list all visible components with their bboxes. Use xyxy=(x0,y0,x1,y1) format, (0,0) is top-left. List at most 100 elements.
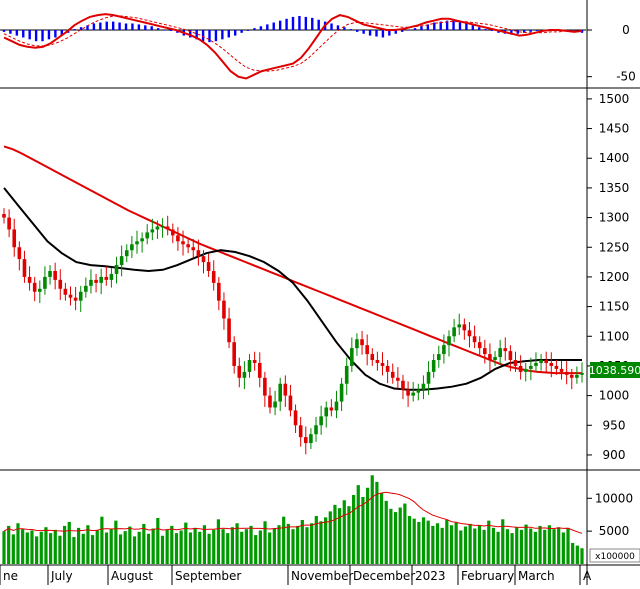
macd-histogram-bar xyxy=(458,21,462,30)
volume-bar xyxy=(100,516,104,564)
candle-body xyxy=(477,342,482,349)
x-axis-label: July xyxy=(50,569,73,583)
candle-body xyxy=(263,377,267,396)
candle-body xyxy=(380,362,385,366)
macd-histogram-bar xyxy=(407,30,410,31)
candle-body xyxy=(365,345,369,355)
volume-bar xyxy=(72,537,76,564)
volume-bar xyxy=(67,521,71,564)
candle-body xyxy=(488,354,492,360)
volume-bar xyxy=(202,525,207,564)
macd-histogram-bar xyxy=(246,30,250,31)
candle-body xyxy=(508,351,513,360)
macd-histogram-bar xyxy=(131,23,134,30)
macd-histogram-bar xyxy=(240,30,243,33)
volume-bar xyxy=(547,525,551,564)
last-price-tag: 1038.590 xyxy=(589,362,640,378)
candle-body xyxy=(518,365,523,372)
volume-bar xyxy=(216,519,221,564)
volume-bar xyxy=(445,519,449,564)
price-y-tick-label: 1000 xyxy=(599,389,630,403)
volume-y-tick-label: 10000 xyxy=(595,491,633,505)
volume-bar xyxy=(533,531,537,564)
volume-bar xyxy=(389,508,393,564)
candle-body xyxy=(421,383,426,390)
candle-body xyxy=(257,362,262,378)
candle-body xyxy=(431,360,436,372)
macd-histogram-bar xyxy=(317,19,320,30)
candle-body xyxy=(539,360,543,363)
volume-bar xyxy=(21,529,25,564)
candle-body xyxy=(32,282,37,292)
candle-body xyxy=(534,362,538,366)
macd-histogram-bar xyxy=(47,30,51,40)
macd-histogram-bar xyxy=(227,30,230,38)
candle-body xyxy=(452,327,456,337)
macd-histogram-bar xyxy=(22,30,25,38)
candle-body xyxy=(119,256,124,266)
candle-body xyxy=(145,232,150,239)
candle-body xyxy=(38,288,42,292)
volume-bar xyxy=(235,523,239,564)
macd-histogram-bar xyxy=(349,29,352,30)
volume-bar xyxy=(449,525,454,564)
volume-bar xyxy=(90,535,95,564)
candle-body xyxy=(493,357,497,360)
macd-histogram-bar xyxy=(60,30,63,36)
macd-histogram-bar xyxy=(9,30,12,34)
volume-bar xyxy=(338,508,342,564)
candle-body xyxy=(472,336,477,343)
macd-histogram-bar xyxy=(362,30,365,34)
volume-bar xyxy=(58,535,62,564)
volume-bar xyxy=(566,527,570,564)
macd-histogram-bar xyxy=(272,22,275,30)
candle-body xyxy=(165,226,170,230)
candle-body xyxy=(94,279,98,283)
candle-body xyxy=(211,270,216,283)
candle-body xyxy=(319,416,323,426)
macd-histogram-bar xyxy=(259,26,263,30)
candle-body xyxy=(201,256,206,263)
macd-histogram-bar xyxy=(163,30,166,31)
candle-body xyxy=(206,262,211,271)
macd-histogram-bar xyxy=(420,26,423,30)
macd-histogram-bar xyxy=(311,17,314,30)
candle-body xyxy=(89,279,93,286)
macd-histogram-bar xyxy=(304,16,308,30)
volume-bar xyxy=(114,520,118,564)
candle-body xyxy=(283,383,288,396)
volume-bar xyxy=(482,529,486,564)
volume-bar xyxy=(11,534,15,564)
volume-bar xyxy=(221,529,225,564)
volume-bar xyxy=(142,523,146,564)
candle-body xyxy=(130,244,134,251)
price-y-tick-label: 1300 xyxy=(599,211,630,225)
volume-bar xyxy=(244,529,248,564)
volume-bar xyxy=(132,536,137,564)
candle-body xyxy=(529,365,533,369)
candle-body xyxy=(124,250,129,257)
candle-body xyxy=(564,371,569,375)
candle-body xyxy=(549,362,554,366)
candle-body xyxy=(237,365,242,378)
macd-histogram-bar xyxy=(266,24,269,30)
candle-body xyxy=(109,273,114,280)
volume-bar xyxy=(403,503,407,564)
candle-body xyxy=(436,354,441,360)
volume-bar xyxy=(435,523,440,564)
volume-bar xyxy=(128,526,132,564)
candle-body xyxy=(68,294,73,298)
macd-histogram-bar xyxy=(201,30,205,42)
macd-histogram-bar xyxy=(516,30,519,34)
volume-bar xyxy=(30,530,34,564)
volume-bar xyxy=(226,533,230,564)
candle-body xyxy=(447,336,451,346)
macd-histogram-bar xyxy=(368,30,372,36)
volume-bar xyxy=(272,528,276,564)
x-axis-label: 2023 xyxy=(415,569,446,583)
candle-body xyxy=(426,371,431,384)
x-axis-label: ne xyxy=(3,569,18,583)
time-axis: ne July August September November December 202… xyxy=(0,565,592,585)
volume-bar xyxy=(351,495,356,564)
